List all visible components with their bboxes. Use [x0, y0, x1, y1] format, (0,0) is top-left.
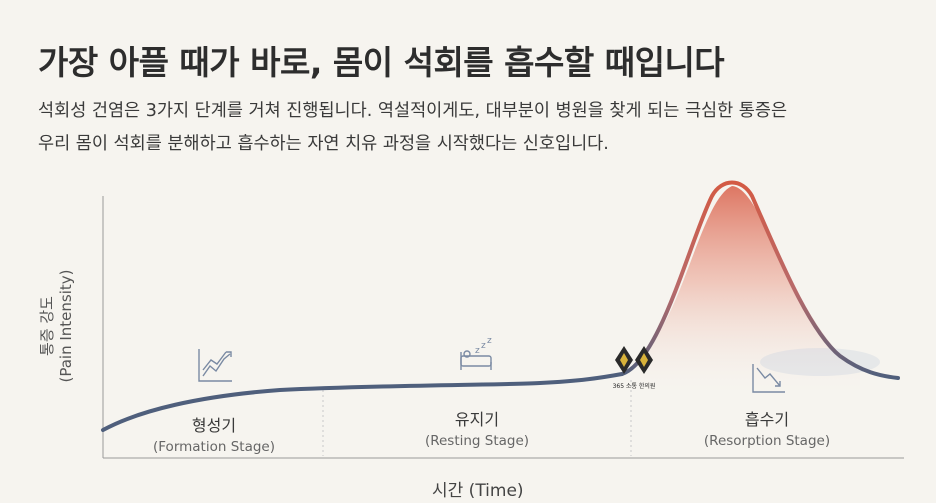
stage-resting-ko: 유지기: [454, 410, 500, 429]
stage-resorption-en: (Resorption Stage): [703, 433, 831, 449]
y-axis-label-ko: 통증 강도: [38, 296, 56, 356]
clinic-logo-text: 365 소통 한의원: [612, 383, 656, 390]
x-axis-label: 시간 (Time): [432, 481, 524, 501]
rising-chart-icon: [198, 349, 232, 382]
subtitle-line-1: 석회성 건염은 3가지 단계를 거쳐 진행됩니다. 역설적이게도, 대부분이 병…: [38, 101, 788, 121]
subtitle-line-2: 우리 몸이 석회를 분해하고 흡수하는 자연 치유 과정을 시작했다는 신호입니…: [38, 134, 609, 154]
stage-formation: 형성기 (Formation Stage): [153, 412, 275, 455]
stage-formation-ko: 형성기: [191, 416, 237, 435]
pain-curve-peak: [620, 180, 900, 380]
clinic-logo-icon: [615, 346, 653, 374]
pain-curve-base: [101, 372, 624, 432]
y-axis-label-en: (Pain Intensity): [57, 269, 75, 383]
svg-text:z: z: [481, 341, 486, 351]
page-title: 가장 아플 때가 바로, 몸이 석회를 흡수할 때입니다: [38, 43, 725, 82]
svg-text:z: z: [487, 336, 492, 346]
sleeping-bed-icon: z z z: [460, 336, 492, 370]
stage-resorption: 흡수기 (Resorption Stage): [704, 406, 830, 449]
stage-formation-en: (Formation Stage): [153, 439, 275, 455]
peak-glow-area: [640, 186, 860, 400]
haze: [760, 348, 880, 376]
falling-chart-icon: [752, 364, 785, 393]
stage-resting-en: (Resting Stage): [424, 433, 530, 449]
stage-resorption-ko: 흡수기: [744, 410, 790, 429]
clinic-logo: 365 소통 한의원: [612, 344, 656, 392]
stage-resting: 유지기 (Resting Stage): [425, 406, 529, 449]
y-axis-label: 통증 강도 (Pain Intensity): [38, 270, 76, 383]
svg-text:z: z: [475, 346, 480, 356]
